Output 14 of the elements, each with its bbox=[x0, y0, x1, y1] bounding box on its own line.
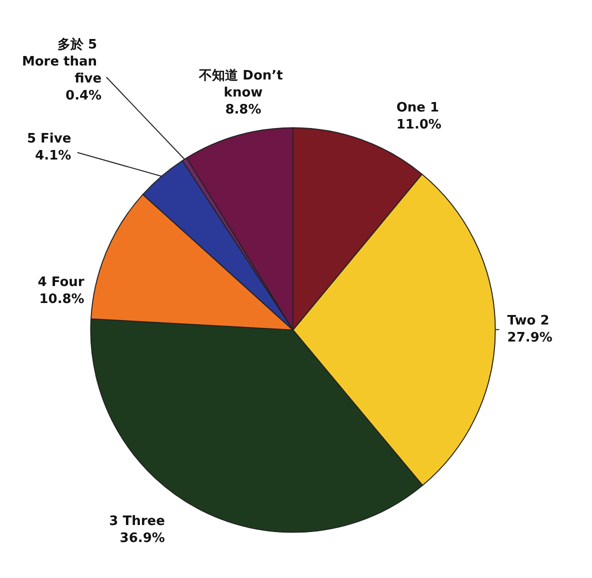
slice-label: Two 2 bbox=[507, 314, 550, 329]
data-label: 27.9% bbox=[507, 330, 552, 346]
data-label: 4.1% bbox=[35, 148, 72, 164]
slice-label: 多於 5 More than five bbox=[22, 36, 102, 87]
slice-label: 不知道 Don’t know bbox=[198, 68, 288, 100]
slice-label: 3 Three bbox=[109, 514, 166, 529]
slice-label: One 1 bbox=[396, 100, 440, 116]
data-label: 36.9% bbox=[120, 530, 165, 546]
data-label: 0.4% bbox=[66, 88, 102, 104]
data-label: 11.0% bbox=[396, 117, 442, 132]
slice-label: 5 Five bbox=[26, 131, 72, 146]
data-label: 10.8% bbox=[39, 292, 84, 307]
data-label: 8.8% bbox=[225, 102, 262, 118]
slice-label: 4 Four bbox=[38, 274, 85, 290]
